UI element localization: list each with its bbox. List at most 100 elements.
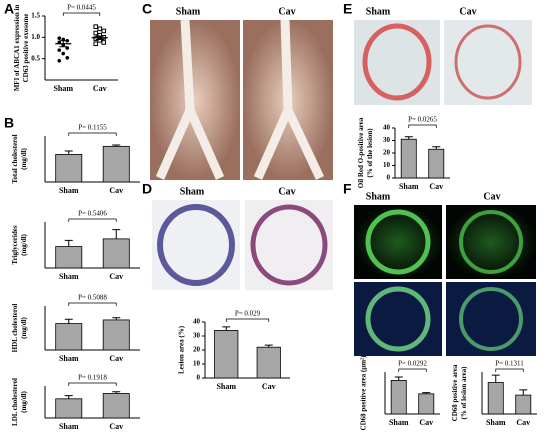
p-value: P= 0.0445 <box>67 4 96 12</box>
panel-letters: A B C D E F <box>4 1 352 197</box>
y-axis-label: (mg/dl) <box>20 390 28 412</box>
y-tick-label: 20 <box>193 346 201 354</box>
bar <box>487 382 504 415</box>
lesion <box>459 210 523 274</box>
lesion <box>250 204 328 286</box>
bar <box>102 145 130 183</box>
panel-letter: A <box>4 1 14 17</box>
error-bar <box>394 376 403 381</box>
photos-c <box>150 19 333 180</box>
y-axis-label: Triglycerides <box>11 225 19 264</box>
y-axis-label: CD68 positive area (μm²) <box>360 355 368 431</box>
photos-f <box>354 205 536 356</box>
y-axis-label: Oil Red O-positive area <box>357 117 365 188</box>
significance-bracket <box>68 302 117 306</box>
error-bar <box>64 395 73 399</box>
error-bar <box>64 318 73 324</box>
bar <box>390 379 407 415</box>
bar <box>55 246 83 269</box>
error-bar <box>64 150 73 155</box>
p-value: P= 0.1311 <box>495 360 524 368</box>
p-value: P= 0.0265 <box>408 116 437 124</box>
photo <box>354 20 440 105</box>
error-bar <box>491 374 500 383</box>
dot <box>101 28 107 34</box>
error-bar <box>432 146 441 150</box>
bar <box>515 394 532 415</box>
y-axis-label: (mg/dl) <box>20 147 28 169</box>
x-tick-label: Sham <box>389 418 409 427</box>
dot <box>93 24 99 29</box>
photo <box>444 20 532 105</box>
y-tick-label: 30 <box>193 332 201 340</box>
x-tick-label: Cav <box>419 418 433 427</box>
y-axis-label: LDL cholesterol <box>11 378 19 426</box>
error-bar <box>112 229 121 239</box>
x-tick-label: Sham <box>216 382 236 391</box>
bar <box>55 323 83 351</box>
significance-bracket <box>398 368 427 372</box>
significance-bracket <box>408 124 437 128</box>
x-tick-label: Cav <box>262 382 276 391</box>
x-tick-label: Cav <box>429 182 443 191</box>
y-axis-label: Lesion area (%) <box>178 325 186 374</box>
lesion <box>459 287 523 351</box>
significance-bracket <box>68 218 117 222</box>
panel-letter: C <box>142 1 152 17</box>
photo-header: Cav <box>483 191 500 202</box>
p-value: P= 0.029 <box>235 310 261 318</box>
dot <box>97 26 103 32</box>
panel-letter: F <box>343 181 352 197</box>
y-axis-label: (mg/dl) <box>20 316 28 338</box>
photo <box>152 200 240 290</box>
significance-bracket <box>225 318 270 322</box>
panel-letter: B <box>4 115 14 131</box>
x-tick-label: Sham <box>486 418 506 427</box>
y-tick-label: 30 <box>383 136 391 144</box>
dot <box>93 41 99 47</box>
photo-header: Sham <box>366 6 391 17</box>
x-tick-label: Sham <box>59 272 79 281</box>
error-bar <box>112 317 121 320</box>
y-tick-label: 0 <box>387 174 391 182</box>
error-bar <box>422 392 431 394</box>
y-tick-label: 1.0 <box>31 33 40 41</box>
photo-header: Sham <box>366 191 391 202</box>
panel-letter: D <box>142 181 152 197</box>
p-value: P= 0.1918 <box>78 374 107 382</box>
lesion <box>454 24 522 100</box>
significance-bracket <box>68 132 117 136</box>
y-tick-label: 0.5 <box>31 54 40 62</box>
bar <box>55 398 83 419</box>
dot <box>65 56 70 60</box>
x-tick-label: Cav <box>109 422 123 431</box>
y-axis-label: (% of the lesion) <box>366 128 374 178</box>
bar <box>214 329 239 379</box>
photo-header: Cav <box>278 186 295 197</box>
dot <box>101 40 107 45</box>
dot <box>61 51 66 56</box>
y-axis-label: (% of lesion area) <box>460 366 468 420</box>
x-tick-label: Sham <box>399 182 419 191</box>
error-bar <box>59 40 68 48</box>
significance-bracket <box>62 12 101 16</box>
x-tick-label: Cav <box>109 272 123 281</box>
y-tick-label: 10 <box>193 360 201 368</box>
bar <box>428 148 445 179</box>
y-tick-label: 40 <box>193 318 201 326</box>
dot <box>93 30 99 36</box>
bar <box>418 393 435 415</box>
bar <box>102 319 130 351</box>
bar <box>256 346 281 379</box>
significance-bracket <box>495 368 524 372</box>
x-tick-label: Sham <box>59 422 79 431</box>
lesion <box>365 209 431 275</box>
x-tick-label: Cav <box>516 418 530 427</box>
error-bar <box>112 391 121 394</box>
y-axis-label: HDL cholesterol <box>11 304 19 353</box>
photo <box>150 20 240 180</box>
significance-bracket <box>68 382 117 386</box>
lesion <box>365 286 431 352</box>
error-bar <box>519 389 528 396</box>
